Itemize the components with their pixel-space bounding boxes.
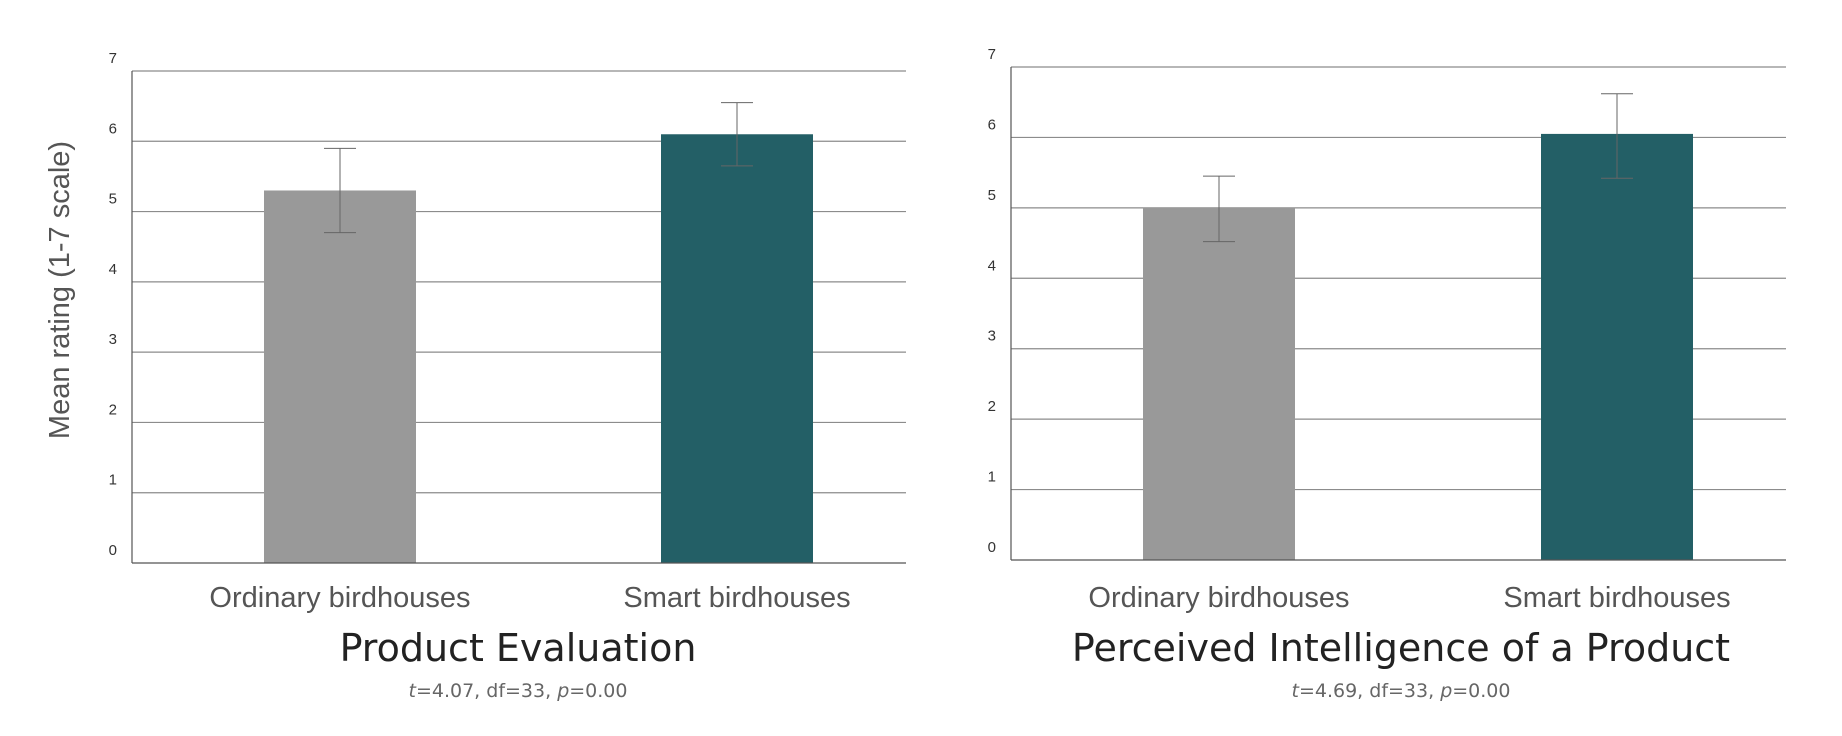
bars xyxy=(264,134,813,563)
y-tick-label: 2 xyxy=(988,398,996,415)
y-tick-label: 6 xyxy=(109,120,117,137)
stats-p-value: =0.00 xyxy=(569,680,627,702)
bar-ordinary xyxy=(264,190,416,563)
error-bars xyxy=(1203,93,1633,243)
y-tick-label: 1 xyxy=(109,472,117,489)
x-tick-labels: Ordinary birdhouses Smart birdhouses xyxy=(209,582,850,614)
chart-title: Product Evaluation xyxy=(340,626,697,670)
y-tick-label: 5 xyxy=(988,187,996,204)
stats-t-label: t xyxy=(1292,680,1301,702)
bars xyxy=(1143,133,1693,560)
stats-t-value: =4.07, df=33, xyxy=(416,680,557,702)
y-tick-label: 1 xyxy=(988,469,996,486)
y-tick-label: 0 xyxy=(109,542,117,559)
y-tick-label: 3 xyxy=(109,331,117,348)
y-tick-label: 5 xyxy=(109,191,117,208)
y-axis-label: Mean rating (1-7 scale) xyxy=(44,141,76,439)
product-evaluation-chart: 0 1 2 3 4 5 6 7 Ordinary birdhouses Smart birdho… xyxy=(44,50,906,702)
chart-title: Perceived Intelligence of a Product xyxy=(1072,626,1730,670)
y-tick-label: 7 xyxy=(109,50,117,67)
stats-p-value: =0.00 xyxy=(1452,680,1510,702)
perceived-intelligence-chart: 0 1 2 3 4 5 6 7 Ordinary birdhouses Smart birdho… xyxy=(988,46,1786,702)
x-tick-labels: Ordinary birdhouses Smart birdhouses xyxy=(1088,582,1730,614)
x-tick-label-smart: Smart birdhouses xyxy=(1503,582,1730,614)
stats-t-value: =4.69, df=33, xyxy=(1299,680,1440,702)
bar-smart xyxy=(1541,133,1693,560)
y-tick-labels: 0 1 2 3 4 5 6 7 xyxy=(109,50,117,559)
error-bar-ordinary xyxy=(324,147,356,234)
error-bar-smart xyxy=(1601,93,1633,179)
axes xyxy=(1010,67,1786,561)
y-tick-label: 0 xyxy=(988,539,996,556)
error-bar-smart xyxy=(721,102,753,167)
stats-p-label: p xyxy=(1439,680,1452,702)
y-tick-label: 4 xyxy=(109,261,117,278)
y-tick-label: 4 xyxy=(988,257,996,274)
axes xyxy=(131,71,906,564)
y-tick-label: 2 xyxy=(109,401,117,418)
bar-ordinary xyxy=(1143,207,1295,560)
error-bars xyxy=(324,102,753,234)
x-tick-label-ordinary: Ordinary birdhouses xyxy=(1088,582,1349,614)
stats-p-label: p xyxy=(556,680,569,702)
y-tick-label: 6 xyxy=(988,116,996,133)
stats-t-label: t xyxy=(409,680,418,702)
x-tick-label-ordinary: Ordinary birdhouses xyxy=(209,582,470,614)
y-tick-label: 7 xyxy=(988,46,996,63)
error-bar-ordinary xyxy=(1203,175,1235,243)
bar-smart xyxy=(661,134,813,563)
chart-stats: t=4.69, df=33, p=0.00 xyxy=(1292,680,1511,702)
y-tick-label: 3 xyxy=(988,328,996,345)
grid-lines xyxy=(132,70,906,494)
x-tick-label-smart: Smart birdhouses xyxy=(623,582,850,614)
y-tick-labels: 0 1 2 3 4 5 6 7 xyxy=(988,46,996,556)
chart-stats: t=4.07, df=33, p=0.00 xyxy=(409,680,628,702)
